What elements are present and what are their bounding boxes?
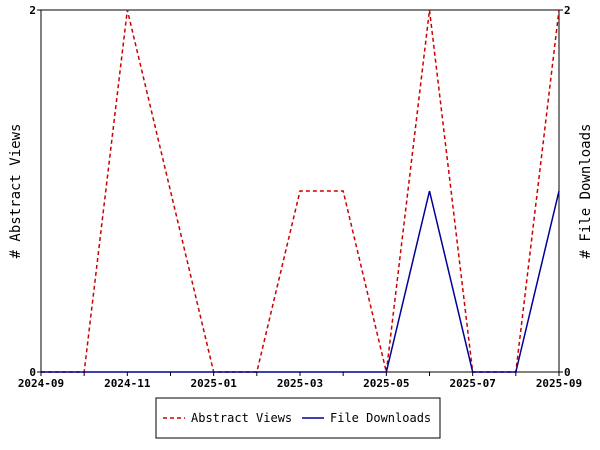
series-line-abstract-views xyxy=(41,9,560,373)
y-right-tick-label: 0 xyxy=(564,366,571,379)
y-right-axis-title: # File Downloads xyxy=(578,124,594,259)
x-tick-label: 2025-05 xyxy=(363,377,409,390)
x-tick-label: 2024-11 xyxy=(104,377,151,390)
series-line-file-downloads xyxy=(41,190,560,373)
x-tick-label: 2024-09 xyxy=(18,377,64,390)
legend-label-file-downloads: File Downloads xyxy=(330,411,431,425)
x-tick-label: 2025-09 xyxy=(536,377,582,390)
y-left-axis-title: # Abstract Views xyxy=(8,124,24,259)
series-layer xyxy=(41,9,560,373)
x-tick-label: 2025-03 xyxy=(277,377,323,390)
x-tick-label: 2025-07 xyxy=(449,377,495,390)
legend-box xyxy=(155,397,441,439)
axis-layer: 2024-09 2024-11 2025-01 2025-03 2025-05 2025-… xyxy=(8,4,594,390)
x-tick-label: 2025-01 xyxy=(190,377,237,390)
y-right-tick-label: 2 xyxy=(564,4,571,17)
legend: Abstract Views File Downloads xyxy=(155,397,441,439)
y-left-tick-label: 2 xyxy=(29,4,36,17)
y-left-tick-label: 0 xyxy=(29,366,36,379)
legend-label-abstract-views: Abstract Views xyxy=(191,411,292,425)
